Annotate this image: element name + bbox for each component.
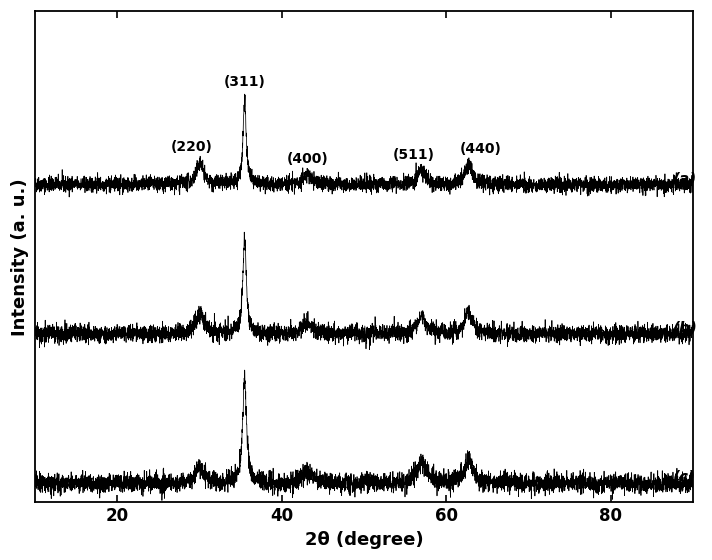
Text: (511): (511) <box>392 148 434 162</box>
X-axis label: 2θ (degree): 2θ (degree) <box>305 531 423 549</box>
Text: (400): (400) <box>286 152 328 166</box>
Text: (c): (c) <box>673 470 696 485</box>
Text: (b): (b) <box>673 320 698 335</box>
Y-axis label: Intensity (a. u.): Intensity (a. u.) <box>11 178 29 335</box>
Text: (311): (311) <box>224 76 266 90</box>
Text: (440): (440) <box>460 142 502 156</box>
Text: (a): (a) <box>673 171 697 186</box>
Text: (220): (220) <box>171 141 213 155</box>
